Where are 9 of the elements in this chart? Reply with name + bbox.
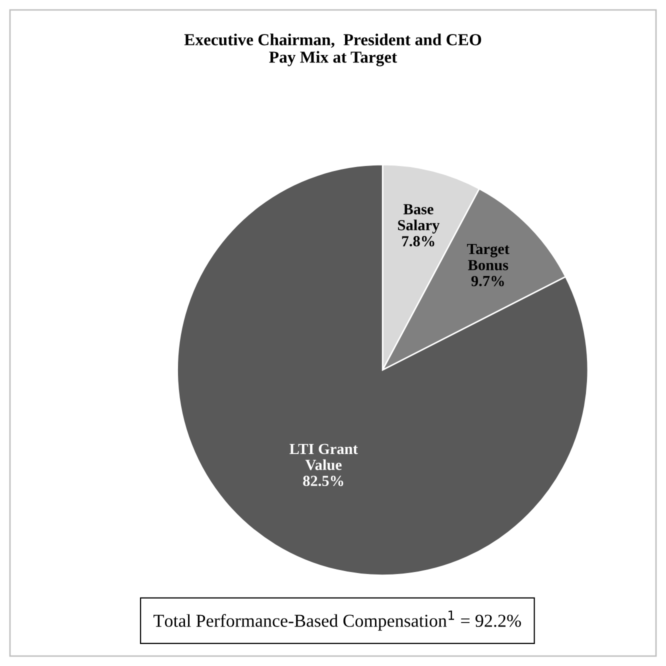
data-label: 9.7% xyxy=(471,276,504,286)
data-label: 82.5% xyxy=(303,476,344,486)
slice-label: Target Bonus xyxy=(467,244,510,270)
slice-label: Base Salary xyxy=(398,204,440,234)
text: Total Performance-Based Compensation$^{1}$ = 92.2% xyxy=(154,610,521,631)
data-label: 7.8% xyxy=(402,236,434,246)
slice-label: LTI Grant Value xyxy=(290,444,358,470)
pie-slice xyxy=(176,164,589,576)
chart-title: Executive Chairman, President and CEO Pay Mix at Target xyxy=(184,34,482,66)
